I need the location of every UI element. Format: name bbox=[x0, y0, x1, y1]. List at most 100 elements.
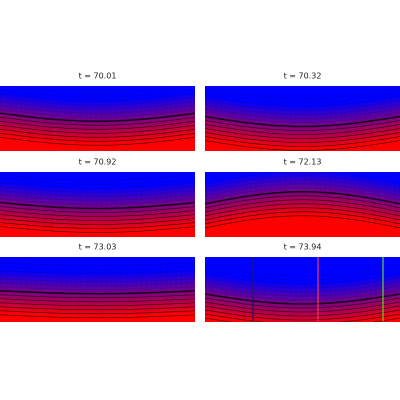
interface-line bbox=[205, 293, 400, 305]
interface-line bbox=[0, 112, 195, 123]
interface-line bbox=[205, 115, 400, 128]
contour-line bbox=[205, 108, 400, 119]
contour-line bbox=[0, 182, 195, 189]
panel: t = 72.13 bbox=[205, 158, 400, 237]
panel-title: t = 73.03 bbox=[79, 243, 117, 252]
contour-line bbox=[0, 121, 195, 130]
field bbox=[0, 172, 195, 237]
contour-line bbox=[205, 195, 400, 209]
interface-line bbox=[0, 201, 195, 210]
contour-line bbox=[205, 124, 400, 135]
field-band bbox=[205, 172, 400, 184]
contour-line bbox=[0, 178, 195, 185]
contour-line bbox=[205, 309, 400, 321]
contour-line bbox=[0, 306, 195, 311]
contour-line bbox=[205, 273, 400, 285]
field bbox=[205, 172, 400, 237]
field-band bbox=[0, 257, 195, 268]
contour-line bbox=[0, 190, 195, 197]
field bbox=[205, 86, 400, 151]
contour-line bbox=[0, 266, 195, 271]
field-band bbox=[205, 172, 400, 186]
contour-line bbox=[0, 93, 195, 102]
field-band bbox=[0, 86, 195, 96]
panel: t = 70.92 bbox=[0, 158, 195, 237]
panel-title: t = 70.32 bbox=[284, 72, 322, 81]
contour-line bbox=[0, 210, 195, 217]
contour-line bbox=[0, 214, 195, 221]
contour-line bbox=[205, 88, 400, 99]
panel-title: t = 70.01 bbox=[79, 72, 117, 81]
contour-line bbox=[0, 310, 195, 315]
contour-line bbox=[205, 277, 400, 289]
contour-line bbox=[0, 97, 195, 106]
field-band bbox=[205, 86, 400, 101]
panels: t = 70.01 t = 70.32 t = 70.92 t = 72.13 t = … bbox=[0, 72, 400, 322]
contour-line bbox=[205, 112, 400, 123]
contour-line bbox=[205, 140, 400, 151]
contour-line bbox=[0, 218, 195, 225]
contour-line bbox=[0, 133, 195, 142]
contour-line bbox=[205, 289, 400, 301]
contour-line bbox=[0, 206, 195, 213]
contour-line bbox=[0, 282, 195, 287]
contour-line bbox=[205, 96, 400, 107]
panel-title: t = 70.92 bbox=[79, 158, 117, 167]
contour-line bbox=[205, 199, 400, 213]
contour-line bbox=[205, 215, 400, 229]
contour-line bbox=[205, 128, 400, 139]
contour-line bbox=[205, 265, 400, 277]
contour-line bbox=[0, 294, 195, 299]
field bbox=[0, 86, 195, 151]
contour-line bbox=[205, 297, 400, 309]
tracer-lines bbox=[252, 257, 384, 321]
contour-line bbox=[205, 136, 400, 147]
contour-line bbox=[4, 86, 191, 94]
contour-line bbox=[0, 262, 195, 267]
interface-line bbox=[0, 290, 195, 295]
contour-line bbox=[0, 314, 195, 319]
contour-line bbox=[0, 270, 195, 275]
contour-line bbox=[0, 298, 195, 303]
contour-line bbox=[205, 132, 400, 143]
field bbox=[0, 257, 195, 322]
contour-line bbox=[205, 285, 400, 297]
interface-line bbox=[205, 191, 400, 205]
contour-line bbox=[0, 286, 195, 291]
contour-line bbox=[205, 104, 400, 115]
contour-line bbox=[0, 174, 195, 181]
contour-line bbox=[0, 89, 195, 98]
contour-line bbox=[0, 109, 195, 118]
contour-line bbox=[0, 198, 195, 205]
contour-line bbox=[0, 278, 195, 283]
contour-line bbox=[205, 92, 400, 103]
contour-line bbox=[0, 129, 195, 138]
field bbox=[205, 257, 400, 322]
contour-line bbox=[205, 269, 400, 281]
contour-line bbox=[0, 226, 195, 233]
panel: t = 70.01 bbox=[0, 72, 195, 151]
field-band bbox=[205, 257, 400, 278]
contour-line bbox=[0, 137, 195, 146]
panel-title: t = 73.94 bbox=[284, 243, 322, 252]
contour-line bbox=[205, 305, 400, 317]
contour-line bbox=[205, 281, 400, 293]
panel: t = 70.32 bbox=[205, 72, 400, 151]
contour-line bbox=[205, 120, 400, 131]
contour-line bbox=[0, 274, 195, 279]
contour-line bbox=[0, 302, 195, 307]
contour-line bbox=[0, 101, 195, 110]
field-band bbox=[0, 172, 195, 183]
contour-line bbox=[0, 186, 195, 193]
contour-line bbox=[0, 222, 195, 229]
contour-line bbox=[205, 100, 400, 111]
contour-line bbox=[0, 125, 195, 134]
contour-line bbox=[0, 105, 195, 114]
panel: t = 73.03 bbox=[0, 243, 195, 322]
contour-line bbox=[205, 207, 400, 221]
field-band bbox=[205, 172, 400, 178]
contour-line bbox=[205, 313, 400, 322]
contour-line bbox=[205, 301, 400, 313]
contour-line bbox=[205, 211, 400, 225]
